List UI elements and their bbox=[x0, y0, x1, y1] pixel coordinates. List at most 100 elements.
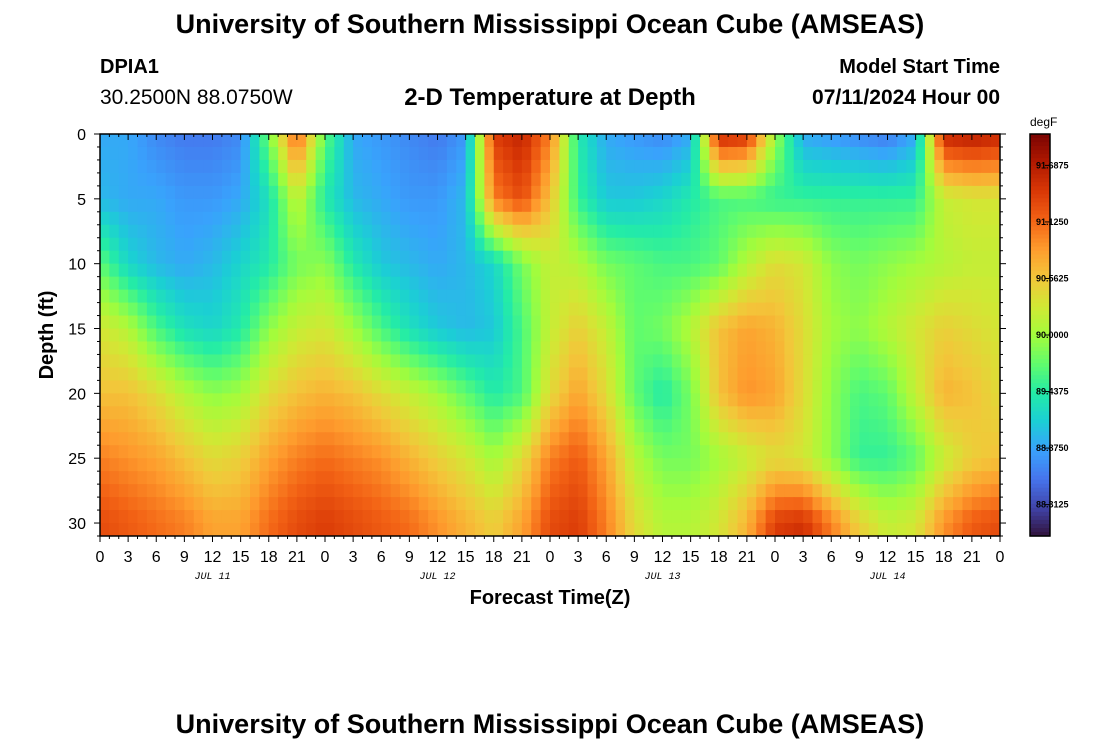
heatmap-cell bbox=[943, 172, 954, 187]
heatmap-cell bbox=[231, 250, 242, 265]
heatmap-cell bbox=[625, 159, 635, 174]
heatmap-cell bbox=[953, 250, 964, 265]
heatmap-cell bbox=[259, 237, 270, 252]
heatmap-cell bbox=[681, 458, 692, 472]
heatmap-cell bbox=[746, 406, 757, 420]
heatmap-cell bbox=[343, 458, 354, 472]
heatmap-cell bbox=[371, 523, 382, 536]
heatmap-cell bbox=[315, 367, 326, 381]
heatmap-cell bbox=[521, 315, 532, 330]
heatmap-cell bbox=[343, 289, 354, 304]
heatmap-cell bbox=[428, 367, 439, 381]
heatmap-cell bbox=[615, 289, 626, 304]
heatmap-cell bbox=[306, 276, 317, 291]
heatmap-cell bbox=[203, 484, 214, 498]
colorbar-segment bbox=[1030, 206, 1050, 211]
heatmap-cell bbox=[550, 484, 560, 498]
colorbar-segment bbox=[1030, 347, 1050, 352]
heatmap-cell bbox=[821, 367, 832, 381]
y-tick-label: 10 bbox=[68, 257, 86, 274]
heatmap-cell bbox=[971, 393, 982, 407]
heatmap-cell bbox=[737, 406, 748, 420]
heatmap-cell bbox=[737, 445, 748, 459]
heatmap-cell bbox=[475, 237, 485, 252]
heatmap-cell bbox=[718, 341, 729, 356]
heatmap-cell bbox=[606, 510, 617, 524]
heatmap-cell bbox=[353, 198, 364, 213]
heatmap-cell bbox=[503, 458, 514, 472]
heatmap-cell bbox=[681, 159, 692, 174]
heatmap-cell bbox=[268, 328, 279, 343]
heatmap-cell bbox=[259, 172, 270, 187]
heatmap-cell bbox=[775, 250, 785, 265]
heatmap-cell bbox=[596, 393, 607, 407]
heatmap-cell bbox=[381, 172, 392, 187]
heatmap-cell bbox=[681, 406, 692, 420]
heatmap-cell bbox=[193, 354, 204, 369]
colorbar-segment bbox=[1030, 210, 1050, 215]
heatmap-cell bbox=[278, 380, 289, 394]
heatmap-cell bbox=[690, 380, 701, 394]
heatmap-cell bbox=[512, 484, 523, 498]
heatmap-cell bbox=[896, 211, 907, 226]
heatmap-cell bbox=[653, 198, 664, 213]
heatmap-cell bbox=[943, 393, 954, 407]
colorbar-segment bbox=[1030, 371, 1050, 376]
heatmap-cell bbox=[662, 510, 673, 524]
colorbar-segment bbox=[1030, 138, 1050, 143]
heatmap-cell bbox=[793, 328, 804, 343]
heatmap-cell bbox=[765, 159, 776, 174]
heatmap-cell bbox=[428, 250, 439, 265]
heatmap-cell bbox=[915, 484, 926, 498]
heatmap-cell bbox=[718, 276, 729, 291]
heatmap-cell bbox=[146, 406, 157, 420]
heatmap-cell bbox=[775, 432, 785, 446]
heatmap-cell bbox=[362, 393, 373, 407]
heatmap-cell bbox=[671, 380, 682, 394]
heatmap-cell bbox=[503, 380, 514, 394]
heatmap-cell bbox=[765, 134, 776, 148]
heatmap-cell bbox=[990, 458, 1000, 472]
heatmap-cell bbox=[606, 198, 617, 213]
heatmap-cell bbox=[578, 263, 589, 278]
heatmap-cell bbox=[512, 354, 523, 369]
heatmap-cell bbox=[831, 510, 842, 524]
heatmap-cell bbox=[428, 341, 439, 356]
heatmap-cell bbox=[306, 302, 317, 317]
heatmap-cell bbox=[653, 510, 664, 524]
heatmap-cell bbox=[653, 211, 664, 226]
heatmap-cell bbox=[128, 367, 139, 381]
heatmap-cell bbox=[128, 185, 139, 200]
heatmap-cell bbox=[409, 367, 420, 381]
heatmap-cell bbox=[700, 432, 710, 446]
heatmap-cell bbox=[990, 445, 1000, 459]
heatmap-cell bbox=[690, 484, 701, 498]
heatmap-cell bbox=[793, 198, 804, 213]
heatmap-cell bbox=[840, 134, 851, 148]
heatmap-cell bbox=[971, 328, 982, 343]
heatmap-cell bbox=[137, 159, 148, 174]
heatmap-cell bbox=[521, 172, 532, 187]
heatmap-cell bbox=[840, 458, 851, 472]
heatmap-cell bbox=[662, 380, 673, 394]
heatmap-cell bbox=[240, 354, 251, 369]
heatmap-cell bbox=[353, 484, 364, 498]
heatmap-cell bbox=[878, 146, 889, 161]
heatmap-cell bbox=[296, 211, 307, 226]
heatmap-cell bbox=[709, 211, 720, 226]
heatmap-cell bbox=[428, 380, 439, 394]
heatmap-cell bbox=[643, 471, 654, 485]
heatmap-cell bbox=[203, 510, 214, 524]
heatmap-cell bbox=[981, 224, 992, 239]
heatmap-cell bbox=[550, 458, 560, 472]
heatmap-cell bbox=[868, 497, 879, 511]
heatmap-cell bbox=[118, 380, 129, 394]
heatmap-cell bbox=[109, 250, 120, 265]
heatmap-cell bbox=[718, 354, 729, 369]
heatmap-cell bbox=[625, 380, 635, 394]
heatmap-cell bbox=[821, 224, 832, 239]
x-tick-label: 15 bbox=[907, 549, 925, 566]
heatmap-cell bbox=[437, 237, 448, 252]
heatmap-cell bbox=[746, 198, 757, 213]
heatmap-cell bbox=[212, 250, 223, 265]
